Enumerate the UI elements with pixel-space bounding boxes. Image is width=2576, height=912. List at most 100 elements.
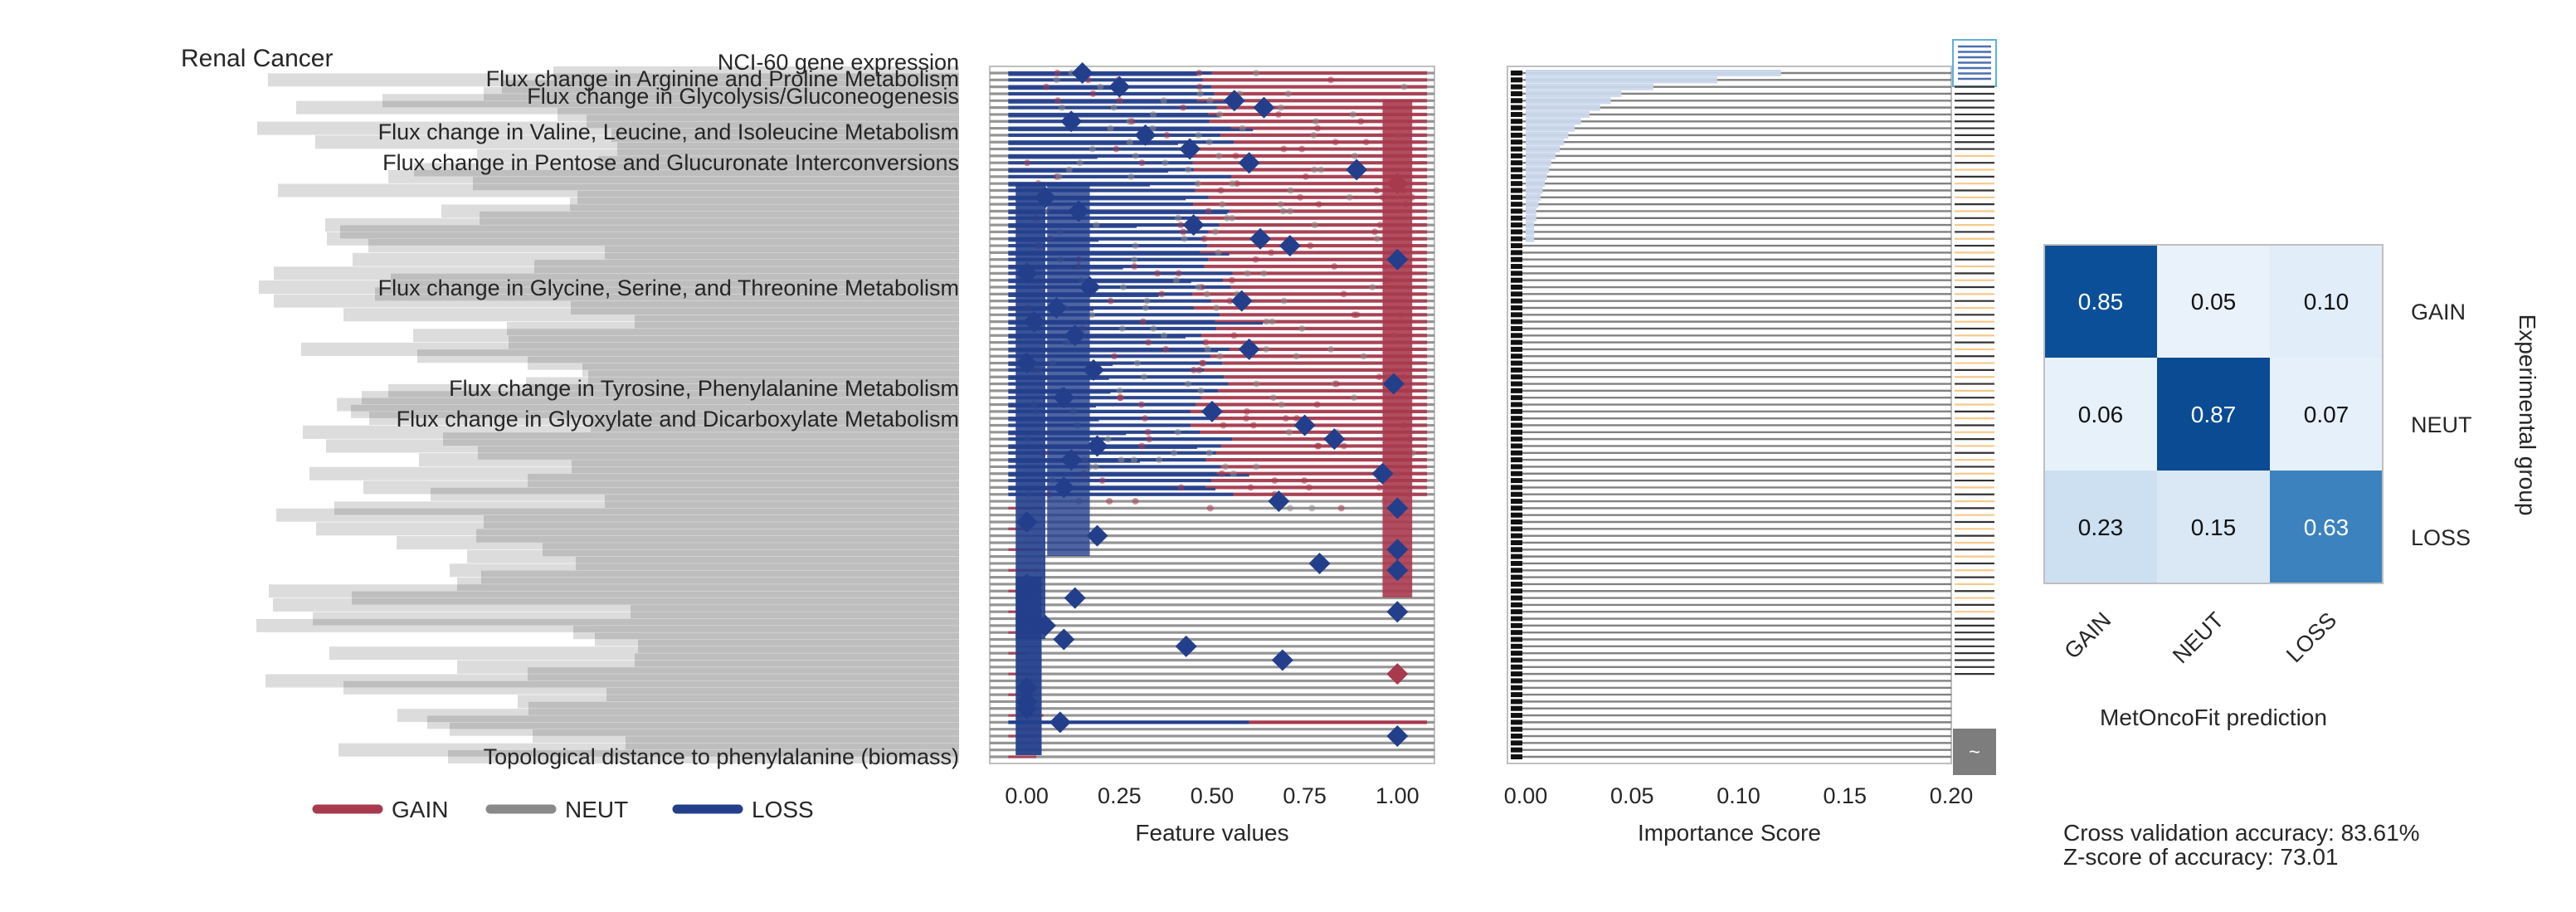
value-dot	[1371, 228, 1379, 236]
col-label: LOSS	[2281, 607, 2341, 667]
bar-row-mark	[1511, 499, 1522, 505]
importance-bar	[1526, 180, 1546, 188]
value-dot	[1198, 359, 1205, 367]
feature-label-ink	[587, 115, 959, 129]
x-tick-label: 1.00	[1376, 783, 1419, 808]
bar-row-mark	[1511, 595, 1522, 601]
feature-label-ink	[528, 701, 959, 715]
x-tick-label: 0.15	[1823, 783, 1867, 808]
importance-bar	[1526, 214, 1536, 222]
value-dot	[1269, 318, 1276, 325]
value-dot	[1317, 166, 1325, 173]
feature-label-ink	[605, 495, 959, 509]
feature-label-ink	[473, 177, 959, 191]
feature-label-ink	[480, 211, 959, 225]
value-dot	[1263, 345, 1270, 353]
x-axis-label: Feature values	[1135, 820, 1288, 846]
bar-row-mark	[1511, 491, 1522, 497]
bar-row-mark	[1511, 146, 1522, 152]
bar-row-mark	[1511, 533, 1522, 539]
bar-row-mark	[1511, 215, 1522, 221]
value-dot	[1205, 207, 1212, 215]
importance-bar	[1526, 104, 1600, 111]
bar-row-mark	[1511, 160, 1522, 166]
value-dot	[1139, 318, 1147, 325]
cv-accuracy: Cross validation accuracy: 83.61%	[2063, 820, 2420, 846]
feature-label-ink	[278, 183, 959, 198]
bar-row-mark	[1511, 277, 1522, 283]
value-dot	[1175, 214, 1182, 222]
confusion-value: 0.85	[2078, 289, 2124, 315]
diamond-marker	[1346, 159, 1368, 181]
value-dot	[1400, 83, 1408, 90]
importance-bar	[1526, 139, 1565, 146]
value-dot	[1195, 284, 1202, 291]
value-dot	[1131, 263, 1138, 271]
value-dot	[1158, 290, 1166, 298]
importance-bar	[1526, 235, 1535, 242]
feature-label-ink	[334, 501, 959, 515]
importance-bar	[1526, 76, 1717, 84]
value-dot	[1161, 332, 1168, 339]
feature-label-ink	[303, 425, 959, 439]
feature-label-ink	[274, 294, 959, 308]
bar-row-mark	[1511, 319, 1522, 324]
value-dot	[1280, 297, 1288, 305]
feature-label-ink	[268, 73, 959, 87]
x-axis-label: MetOncoFit prediction	[2100, 705, 2327, 730]
bar-row-mark	[1511, 588, 1522, 594]
bar-row-mark	[1511, 181, 1522, 187]
value-dot	[1058, 104, 1065, 111]
importance-bar	[1526, 159, 1551, 167]
z-score: Z-score of accuracy: 73.01	[2063, 844, 2339, 870]
value-dot	[1216, 353, 1224, 360]
confusion-cell	[2270, 358, 2383, 471]
value-dot	[1244, 270, 1251, 277]
value-dot	[1127, 173, 1135, 180]
feature-row	[990, 124, 1434, 132]
value-dot	[1126, 139, 1133, 146]
confusion-cell	[2044, 471, 2157, 583]
bar-row-mark	[1511, 485, 1522, 490]
bar-row-mark	[1511, 699, 1522, 705]
bar-row-mark	[1511, 464, 1522, 470]
diamond-marker	[1079, 276, 1101, 299]
value-dot	[1111, 353, 1118, 360]
feature-label-ink	[558, 107, 959, 121]
feature-label-ink	[338, 743, 959, 757]
value-dot	[1351, 394, 1358, 402]
importance-bar	[1526, 222, 1535, 229]
value-dot	[1146, 436, 1153, 443]
value-dot	[1285, 428, 1293, 436]
bar-row-mark	[1511, 443, 1522, 449]
value-dot	[1138, 442, 1146, 450]
value-dot	[1203, 290, 1210, 298]
confusion-frame	[2043, 244, 2384, 584]
bar-row-mark	[1511, 574, 1522, 580]
diamond-marker	[1053, 476, 1075, 499]
row-label: LOSS	[2411, 525, 2471, 550]
feature-label-ink	[591, 418, 959, 432]
feature-label-ink	[476, 529, 959, 543]
value-dot	[1220, 422, 1227, 429]
bar-row-mark	[1511, 609, 1522, 615]
value-dot	[1206, 505, 1214, 512]
value-dot	[1185, 166, 1192, 173]
bar-row-mark	[1511, 325, 1522, 331]
value-dot	[1271, 477, 1278, 485]
diamond-marker	[1023, 310, 1045, 333]
feature-label: NCI-60 gene expression	[718, 50, 959, 75]
value-dot	[1181, 235, 1188, 242]
feature-label-ink	[606, 688, 959, 702]
diamond-marker	[1035, 186, 1056, 208]
value-dot	[1327, 76, 1335, 84]
value-dot	[1098, 477, 1106, 485]
row-label: NEUT	[2411, 412, 2472, 437]
value-dot	[1154, 270, 1161, 277]
value-dot	[1160, 97, 1167, 105]
value-dot	[1346, 193, 1353, 201]
bar-row-mark	[1511, 664, 1522, 670]
value-dot	[1205, 139, 1213, 146]
value-dot	[1373, 187, 1381, 194]
bar-row-mark	[1511, 194, 1522, 200]
